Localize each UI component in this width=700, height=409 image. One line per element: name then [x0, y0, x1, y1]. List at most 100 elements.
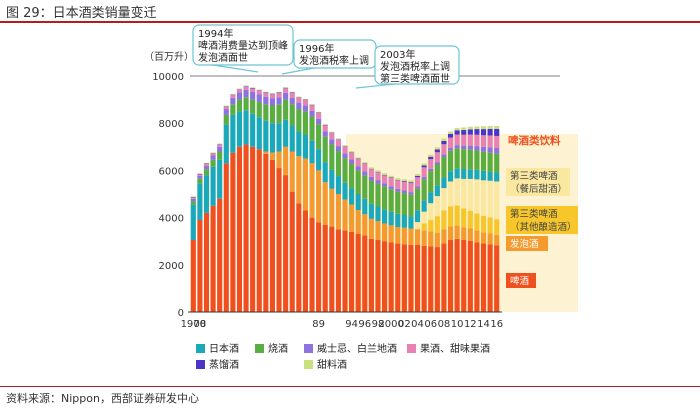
- bar-segment: [441, 156, 447, 178]
- bar-segment: [203, 175, 210, 213]
- x-tick-label: 02: [398, 319, 411, 330]
- bar-segment: [441, 138, 447, 141]
- series-tag-box: [506, 236, 548, 251]
- bar-segment: [349, 159, 355, 165]
- bar-segment: [197, 173, 203, 174]
- bar-segment: [309, 163, 315, 218]
- bar-segment: [375, 206, 381, 222]
- series-tag-label: 发泡酒: [510, 238, 539, 250]
- bar-segment: [454, 238, 460, 312]
- bar-segment: [309, 116, 315, 141]
- bar-segment: [283, 88, 289, 93]
- bar-segment: [388, 242, 394, 312]
- legend-swatch: [255, 344, 264, 353]
- bar-segment: [467, 145, 473, 150]
- bar-segment: [302, 135, 308, 159]
- bar-segment: [447, 226, 454, 241]
- bar-segment: [263, 92, 269, 97]
- bar-segment: [335, 146, 341, 152]
- x-tick-label: 2000: [378, 319, 403, 330]
- legend-label: 果酒、甜味果酒: [420, 342, 490, 355]
- bar-segment: [223, 124, 229, 164]
- bar-segment: [322, 123, 328, 125]
- bar-segment: [447, 150, 454, 172]
- bar-segment: [329, 133, 335, 140]
- bar-segment: [401, 227, 407, 245]
- bar-segment: [428, 156, 434, 160]
- bar-segment: [283, 119, 289, 147]
- bar-segment: [480, 146, 487, 152]
- legend-label: 威士忌、白兰地酒: [317, 342, 397, 355]
- bar-segment: [494, 181, 500, 220]
- bar-segment: [454, 127, 460, 131]
- bar-segment: [296, 102, 302, 110]
- bar-segment: [283, 99, 289, 120]
- x-tick-label: 08: [194, 319, 207, 330]
- callout-text: 发泡酒税率上调: [299, 54, 369, 67]
- bar-segment: [487, 180, 493, 218]
- bar-segment: [375, 180, 381, 184]
- bar-segment: [467, 129, 473, 135]
- bar-segment: [296, 109, 302, 132]
- bar-segment: [428, 168, 434, 172]
- bar-segment: [335, 229, 341, 312]
- bar-segment: [309, 140, 315, 164]
- bar-segment: [421, 176, 427, 180]
- bar-segment: [494, 147, 500, 154]
- bar-segment: [289, 125, 295, 152]
- bar-segment: [494, 135, 500, 148]
- bar-segment: [342, 182, 348, 200]
- bar-segment: [269, 152, 276, 160]
- bar-segment: [256, 149, 262, 312]
- bar-segment: [223, 114, 229, 125]
- bar-segment: [329, 144, 335, 170]
- bar-segment: [342, 153, 348, 159]
- bar-segment: [382, 223, 388, 242]
- bar-segment: [428, 171, 434, 193]
- bar-segment: [461, 168, 467, 179]
- figure-title: 图 29：日本酒类销量变迁: [6, 6, 157, 21]
- bar-segment: [368, 167, 374, 169]
- bar-segment: [355, 157, 361, 159]
- bar-segment: [401, 179, 407, 182]
- bar-segment: [342, 158, 348, 183]
- bar-segment: [329, 226, 335, 312]
- bar-segment: [316, 170, 322, 223]
- bar-segment: [276, 92, 282, 98]
- bar-segment: [461, 178, 467, 209]
- bar-segment: [335, 139, 341, 147]
- bar-segment: [263, 153, 269, 312]
- bar-segment: [467, 169, 473, 179]
- bar-segment: [461, 149, 467, 169]
- source-rule: [0, 386, 700, 387]
- bar-segment: [243, 144, 249, 312]
- bar-segment: [454, 145, 460, 149]
- bar-segment: [230, 95, 236, 98]
- bar-segment: [210, 153, 216, 156]
- bar-segment: [236, 99, 243, 112]
- y-tick-label: 4000: [159, 214, 184, 225]
- bar-segment: [342, 146, 348, 154]
- bar-segment: [349, 188, 355, 205]
- bar-segment: [421, 179, 427, 201]
- bar-segment: [236, 146, 243, 312]
- bar-segment: [395, 180, 401, 189]
- bar-segment: [302, 105, 308, 112]
- bar-segment: [428, 231, 434, 247]
- bar-segment: [289, 151, 295, 192]
- bar-segment: [447, 131, 454, 134]
- bar-segment: [197, 183, 203, 220]
- x-tick-label: 12: [464, 319, 477, 330]
- bar-segment: [250, 88, 256, 92]
- bar-segment: [467, 228, 473, 241]
- bar-segment: [474, 230, 480, 243]
- bar-segment: [434, 216, 440, 233]
- bar-segment: [461, 227, 467, 241]
- series-tag-label: 第三类啤酒: [510, 170, 558, 182]
- bar-segment: [217, 151, 223, 160]
- bar-segment: [454, 178, 460, 206]
- bar-segment: [447, 240, 454, 312]
- bar-segment: [230, 93, 236, 95]
- bar-segment: [487, 128, 493, 136]
